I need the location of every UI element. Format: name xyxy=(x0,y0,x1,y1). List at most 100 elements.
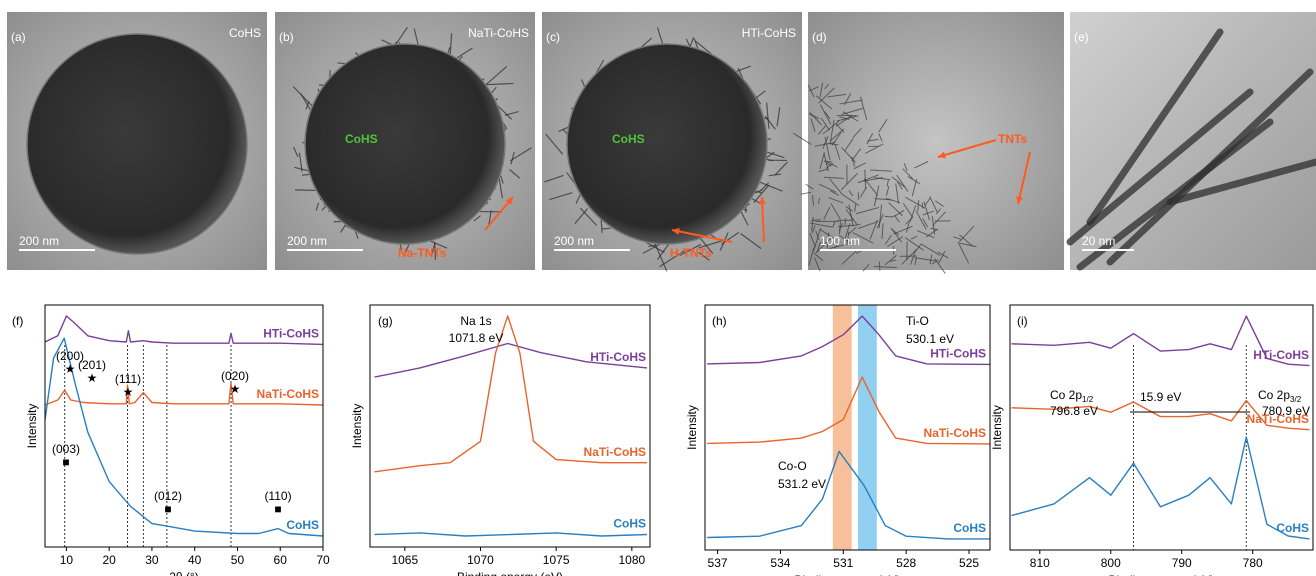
y-axis-label: Intensity xyxy=(350,404,364,449)
annotation-text: Co 2p xyxy=(1258,388,1290,402)
x-tick-label: 40 xyxy=(188,553,202,567)
peak-marker: ■ xyxy=(164,502,171,516)
annotation: (020) xyxy=(221,369,249,383)
series-label: HTi-CoHS xyxy=(590,350,646,364)
panel-label: (h) xyxy=(712,314,727,328)
annotation: 530.1 eV xyxy=(906,332,954,346)
tube-label: H-TNTs xyxy=(670,246,712,260)
annotation-text: 530.1 eV xyxy=(906,332,954,346)
series-label: CoHS xyxy=(953,521,986,535)
annotation: 780.9 eV xyxy=(1262,404,1310,418)
x-tick-label: 528 xyxy=(896,556,916,570)
panel-label: (f) xyxy=(12,314,23,328)
annotation: (110) xyxy=(264,489,291,503)
x-tick-label: 534 xyxy=(770,556,790,570)
x-tick-label: 1065 xyxy=(391,553,418,567)
x-tick-label: 1080 xyxy=(618,553,645,567)
x-tick-label: 10 xyxy=(60,553,74,567)
annotation-text: 531.2 eV xyxy=(778,477,826,491)
x-axis-label: Binding energy (eV) xyxy=(457,570,563,576)
sphere xyxy=(305,44,505,244)
spectrum-panel: HTi-CoHSNaTi-CoHSCoHS537534531528525Bind… xyxy=(685,305,990,576)
annotation: 796.8 eV xyxy=(1050,404,1098,418)
core-label: CoHS xyxy=(612,132,645,146)
annotation: Co 2p1/2 xyxy=(1050,388,1094,404)
spectrum-panel: HTi-CoHSNaTi-CoHSCoHS102030405060702θ (°… xyxy=(12,305,330,576)
nanotube xyxy=(879,262,880,271)
scale-bar-label: 20 nm xyxy=(1082,234,1115,248)
spectrum-line xyxy=(375,533,648,536)
annotation-text: 780.9 eV xyxy=(1262,404,1310,418)
spectrum-panel: HTi-CoHSNaTi-CoHSCoHS810800790780Binding… xyxy=(990,305,1313,576)
sphere xyxy=(27,34,247,254)
annotation: 15.9 eV xyxy=(1140,390,1181,404)
energy-band xyxy=(858,305,877,550)
peak-marker: ★ xyxy=(65,362,76,376)
x-tick-label: 20 xyxy=(102,553,116,567)
panel-label: (i) xyxy=(1017,314,1028,328)
x-tick-label: 810 xyxy=(1030,556,1050,570)
x-tick-label: 1075 xyxy=(543,553,570,567)
core-label: CoHS xyxy=(345,132,378,146)
x-tick-label: 537 xyxy=(708,556,728,570)
panel-label: (d) xyxy=(812,30,827,44)
x-axis-label: 2θ (°) xyxy=(169,570,198,576)
annotation-text: Ti-O xyxy=(906,314,929,328)
annotation-text: Na 1s xyxy=(460,314,491,328)
x-tick-label: 790 xyxy=(1172,556,1192,570)
nanotube xyxy=(602,228,610,229)
annotation: (201) xyxy=(78,358,106,372)
scale-bar-label: 200 nm xyxy=(554,234,594,248)
tem-image: (b)NaTi-CoHS200 nmCoHSNa-TNTs xyxy=(275,12,535,270)
spectrum-line xyxy=(1011,437,1309,539)
spectrum-panel: HTi-CoHSNaTi-CoHSCoHS1065107010751080Bin… xyxy=(350,305,650,576)
annotation-text: Co 2p xyxy=(1050,388,1082,402)
annotation: Na 1s xyxy=(460,314,491,328)
series-label: CoHS xyxy=(1276,521,1309,535)
series-label: CoHS xyxy=(286,518,319,532)
y-axis-label: Intensity xyxy=(685,405,699,450)
panel-label: (c) xyxy=(546,30,560,44)
annotation: 531.2 eV xyxy=(778,477,826,491)
annotation: (012) xyxy=(154,489,182,503)
scale-bar-label: 200 nm xyxy=(19,234,59,248)
annotation-text: (020) xyxy=(221,369,249,383)
nanotube xyxy=(295,190,315,191)
tem-image: (e) 20 nm xyxy=(1070,12,1316,270)
panel-title: NaTi-CoHS xyxy=(468,26,529,40)
annotation: (003) xyxy=(52,442,80,456)
tube-label: Na-TNTs xyxy=(398,246,447,260)
peak-marker: ★ xyxy=(230,382,241,396)
x-tick-label: 525 xyxy=(959,556,979,570)
annotation-text: (111) xyxy=(115,372,141,386)
annotation: 1071.8 eV xyxy=(449,331,504,345)
annotation: (111) xyxy=(115,372,141,386)
panel-label: (b) xyxy=(279,30,294,44)
y-axis-label: Intensity xyxy=(990,405,1004,450)
annotation: Co 2p3/2 xyxy=(1258,388,1302,404)
series-label: CoHS xyxy=(613,517,646,531)
tem-image: (c)HTi-CoHS200 nmCoHSH-TNTs xyxy=(542,12,802,271)
energy-band xyxy=(833,305,852,550)
x-tick-label: 30 xyxy=(145,553,159,567)
series-label: HTi-CoHS xyxy=(930,347,986,361)
annotation-subscript: 1/2 xyxy=(1082,395,1094,404)
annotation-text: 796.8 eV xyxy=(1050,404,1098,418)
peak-marker: ■ xyxy=(62,455,69,469)
y-axis-label: Intensity xyxy=(25,404,39,449)
annotation: Ti-O xyxy=(906,314,929,328)
figure: (a)CoHS200 nm(b)NaTi-CoHS200 nmCoHSNa-TN… xyxy=(0,0,1316,576)
sphere xyxy=(567,44,767,244)
tube-label: TNTs xyxy=(998,132,1027,146)
annotation-text: (012) xyxy=(154,489,182,503)
panel-label: (a) xyxy=(11,30,26,44)
plot-frame xyxy=(1010,305,1313,550)
x-tick-label: 780 xyxy=(1243,556,1263,570)
panel-label: (e) xyxy=(1074,30,1089,44)
annotation-text: 1071.8 eV xyxy=(449,331,504,345)
series-label: NaTi-CoHS xyxy=(924,426,986,440)
peak-marker: ■ xyxy=(274,502,281,516)
annotation-text: 15.9 eV xyxy=(1140,390,1181,404)
